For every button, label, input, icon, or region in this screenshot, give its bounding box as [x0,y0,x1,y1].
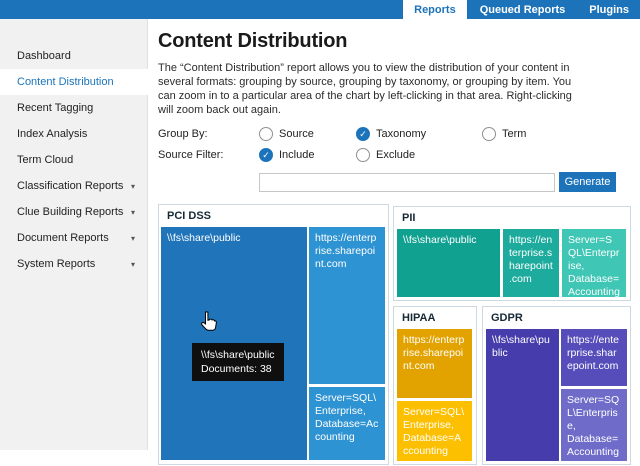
sidebar-item-term-cloud[interactable]: Term Cloud [17,154,74,166]
group-by-row: Group By: ✓ Source ✓ Taxonomy ✓ Term [158,127,632,141]
sidebar-item-classification-reports[interactable]: Classification Reports ▾ [17,180,135,192]
tab-reports[interactable]: Reports [403,0,467,19]
check-icon: ✓ [359,128,367,139]
report-description: The “Content Distribution” report allows… [158,62,572,116]
sidebar-item-system-reports[interactable]: System Reports ▾ [17,258,135,270]
radio-term[interactable]: ✓ Term [482,127,526,141]
group-by-label: Group By: [158,128,208,140]
hand-cursor-icon [201,311,217,331]
tab-queued-reports[interactable]: Queued Reports [468,0,577,19]
filter-input-row: Generate [158,172,632,192]
sidebar-item-clue-building-reports[interactable]: Clue Building Reports ▾ [17,206,135,218]
treemap-group-title: HIPAA [402,312,436,324]
source-filter-label: Source Filter: [158,149,224,161]
treemap-cell-sql-accounting[interactable]: Server=SQL\Enterprise, Database=Accounti… [309,387,385,460]
chevron-down-icon: ▾ [130,207,135,217]
treemap-cell-sql-accounting[interactable]: Server=SQL\Enterprise, Database=Accounti… [562,229,626,297]
treemap-cell-sharepoint[interactable]: https://enterprise.sharepoint.com [309,227,385,384]
chevron-down-icon: ▾ [130,181,135,191]
treemap-group-title: GDPR [491,312,523,324]
sidebar-item-recent-tagging[interactable]: Recent Tagging [17,102,94,114]
radio-icon: ✓ [259,148,273,162]
top-bar: Reports Queued Reports Plugins [0,0,640,19]
radio-exclude[interactable]: ✓ Exclude [356,148,415,162]
treemap-group-hipaa: HIPAA https://enterprise.sharepoint.com … [393,306,477,465]
treemap-group-pci-dss: PCI DSS \\fs\share\public https://enterp… [158,204,389,465]
sidebar-item-document-reports[interactable]: Document Reports ▾ [17,232,135,244]
treemap-group-pii: PII \\fs\share\public https://enterprise… [393,206,631,301]
radio-icon: ✓ [482,127,496,141]
tab-plugins[interactable]: Plugins [578,0,640,19]
sidebar: Dashboard Content Distribution Recent Ta… [0,19,148,450]
treemap-group-title: PII [402,212,416,224]
radio-taxonomy-label: Taxonomy [376,128,427,140]
source-filter-row: Source Filter: ✓ Include ✓ Exclude [158,148,632,162]
radio-icon: ✓ [259,127,273,141]
source-filter-input[interactable] [259,172,555,192]
treemap-cell-sharepoint[interactable]: https://enterprise.sharepoint.com [397,329,472,398]
radio-include-label: Include [279,149,315,161]
treemap-group-title: PCI DSS [167,210,212,222]
sidebar-item-dashboard[interactable]: Dashboard [17,50,71,62]
content-distribution-treemap[interactable]: PCI DSS \\fs\share\public https://enterp… [158,204,631,466]
radio-source-label: Source [279,128,314,140]
check-icon: ✓ [262,149,270,160]
treemap-cell-sharepoint[interactable]: https://enterprise.sharepoint.com [503,229,559,297]
treemap-cell-sql-accounting[interactable]: Server=SQL\Enterprise, Database=Accounti… [397,401,472,461]
radio-source[interactable]: ✓ Source [259,127,356,141]
main-content: Content Distribution The “Content Distri… [148,19,640,465]
tooltip-documents: Documents: 38 [201,363,272,375]
radio-icon: ✓ [356,127,370,141]
treemap-cell-fs-share-public[interactable]: \\fs\share\public [486,329,559,461]
radio-term-label: Term [502,128,527,140]
treemap-cell-sql-accounting[interactable]: Server=SQL\Enterprise, Database=Accounti… [561,389,627,461]
hover-tooltip: \\fs\share\public Documents: 38 [192,343,284,381]
treemap-group-gdpr: GDPR \\fs\share\public https://enterpris… [482,306,631,465]
chevron-down-icon: ▾ [130,233,135,243]
radio-taxonomy[interactable]: ✓ Taxonomy [356,127,482,141]
radio-icon: ✓ [356,148,370,162]
tooltip-source: \\fs\share\public [201,349,275,361]
sidebar-item-index-analysis[interactable]: Index Analysis [17,128,88,140]
treemap-cell-sharepoint[interactable]: https://enterprise.sharepoint.com [561,329,627,386]
page-title: Content Distribution [158,30,348,52]
radio-include[interactable]: ✓ Include [259,148,356,162]
treemap-cell-fs-share-public[interactable]: \\fs\share\public [397,229,500,297]
chevron-down-icon: ▾ [130,259,135,269]
generate-button[interactable]: Generate [559,172,616,192]
radio-exclude-label: Exclude [376,149,416,161]
sidebar-item-content-distribution[interactable]: Content Distribution [0,69,148,95]
